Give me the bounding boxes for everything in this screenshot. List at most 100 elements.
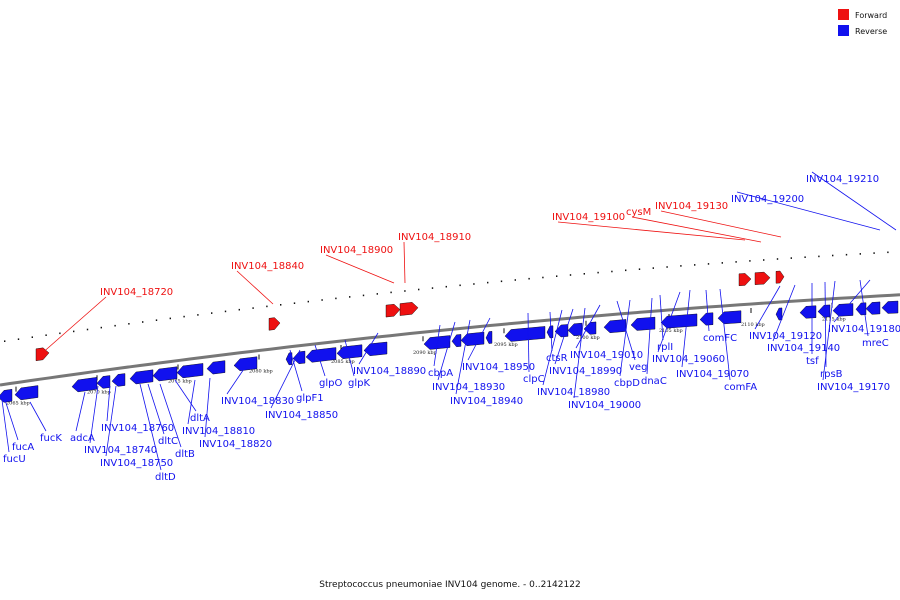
leader-line xyxy=(226,359,251,395)
reverse-gene-label: INV104_19010 xyxy=(570,350,643,361)
leader-line xyxy=(403,241,406,284)
track-dot xyxy=(155,319,158,321)
track-dot xyxy=(542,276,544,279)
track-dot xyxy=(197,314,199,316)
track-dot xyxy=(349,296,351,298)
leader-line xyxy=(433,324,441,367)
track-dot xyxy=(790,257,792,259)
track-dot xyxy=(873,252,875,254)
reverse-gene-label: ctsR xyxy=(546,353,568,364)
leader-line xyxy=(236,270,274,305)
leader-line xyxy=(437,321,456,381)
track-dot xyxy=(307,300,309,303)
reverse-gene-label: INV104_19170 xyxy=(817,382,890,393)
reverse-gene-label: glpK xyxy=(348,378,370,389)
reverse-gene-label: INV104_18890 xyxy=(353,366,426,377)
scale-tick-label: 2115 kbp xyxy=(822,317,846,323)
reverse-gene-arrow xyxy=(817,304,831,318)
leader-line xyxy=(39,296,107,356)
track-dot xyxy=(818,255,820,258)
legend-forward-label: Forward xyxy=(855,11,887,20)
track-dot xyxy=(845,253,848,256)
forward-gene-label: INV104_18900 xyxy=(320,245,393,256)
track-dot xyxy=(887,251,889,254)
reverse-gene-arrow xyxy=(233,356,258,372)
scale-tick-label: 2085 kbp xyxy=(331,359,355,365)
leader-line xyxy=(187,379,196,425)
track-dot xyxy=(763,259,765,261)
leader-line xyxy=(859,279,869,337)
track-dot xyxy=(128,323,130,325)
reverse-gene-label: INV104_18750 xyxy=(100,458,173,469)
track-dot xyxy=(17,338,20,340)
track-dot xyxy=(749,260,751,262)
leader-line xyxy=(660,210,782,238)
reverse-gene-label: glpO xyxy=(319,378,342,389)
leader-line xyxy=(659,294,664,341)
leader-line xyxy=(344,339,355,377)
reverse-gene-label: INV104_19210 xyxy=(806,174,879,185)
legend-reverse-swatch xyxy=(838,25,849,36)
reverse-gene-label: INV104_18990 xyxy=(549,366,622,377)
reverse-gene-label: veg xyxy=(629,362,647,373)
reverse-gene-arrow xyxy=(775,307,783,321)
reverse-gene-label: INV104_18810 xyxy=(182,426,255,437)
reverse-gene-label: clpC xyxy=(523,374,545,385)
legend-reverse-label: Reverse xyxy=(855,27,887,36)
track-dot xyxy=(73,330,75,333)
leader-line xyxy=(325,254,395,284)
leader-line xyxy=(822,280,836,381)
forward-gene-label: cysM xyxy=(626,207,651,218)
reverse-gene-label: glpF1 xyxy=(296,393,324,404)
reverse-gene-label: INV104_18930 xyxy=(432,382,505,393)
track-dot xyxy=(4,340,6,342)
track-dot xyxy=(86,328,89,331)
forward-gene-label: INV104_18720 xyxy=(100,287,173,298)
leader-line xyxy=(754,285,781,330)
track-dot xyxy=(335,297,337,300)
leader-line xyxy=(4,399,19,441)
reverse-gene-label: cbpD xyxy=(614,378,640,389)
leader-line xyxy=(772,284,796,342)
leader-line xyxy=(736,191,881,231)
reverse-gene-label: tsf xyxy=(806,356,819,367)
leader-line xyxy=(147,383,165,435)
forward-gene-arrow xyxy=(385,303,401,318)
reverse-gene-arrow xyxy=(546,325,554,339)
reverse-gene-arrow xyxy=(206,360,226,375)
reverse-gene-label: INV104_19060 xyxy=(652,354,725,365)
leader-line xyxy=(270,349,301,409)
track-dot xyxy=(680,265,682,267)
track-dot xyxy=(735,261,737,263)
reverse-gene-arrow xyxy=(832,303,854,317)
leader-line xyxy=(455,319,471,395)
track-dot xyxy=(473,283,475,285)
track-dot xyxy=(114,324,116,327)
reverse-gene-label: dltB xyxy=(175,449,195,460)
leader-line xyxy=(29,401,47,432)
leader-line xyxy=(89,385,99,444)
track-dot xyxy=(707,263,710,265)
reverse-gene-label: INV104_18830 xyxy=(221,396,294,407)
track-dot xyxy=(404,290,406,292)
track-dot xyxy=(100,326,102,329)
leader-line xyxy=(705,289,710,332)
leader-line xyxy=(358,332,379,365)
leader-line xyxy=(204,377,211,438)
reverse-gene-arrow xyxy=(96,375,111,389)
track-dot xyxy=(597,271,599,274)
reverse-gene-label: INV104_18940 xyxy=(450,396,523,407)
reverse-gene-arrow xyxy=(699,312,714,326)
legend: Forward Reverse xyxy=(838,9,887,36)
forward-gene-label: INV104_18840 xyxy=(231,261,304,272)
leader-line xyxy=(467,317,491,361)
track-dot xyxy=(445,285,447,288)
forward-gene-arrow xyxy=(35,347,50,362)
scale-tick-label: 2075 kbp xyxy=(168,379,192,385)
track-dot xyxy=(666,266,668,268)
track-dot xyxy=(418,288,420,291)
forward-track-dots xyxy=(4,251,889,342)
reverse-gene-arrow xyxy=(865,301,881,315)
reverse-gene-arrow xyxy=(660,313,698,329)
forward-gene-track xyxy=(35,270,785,362)
